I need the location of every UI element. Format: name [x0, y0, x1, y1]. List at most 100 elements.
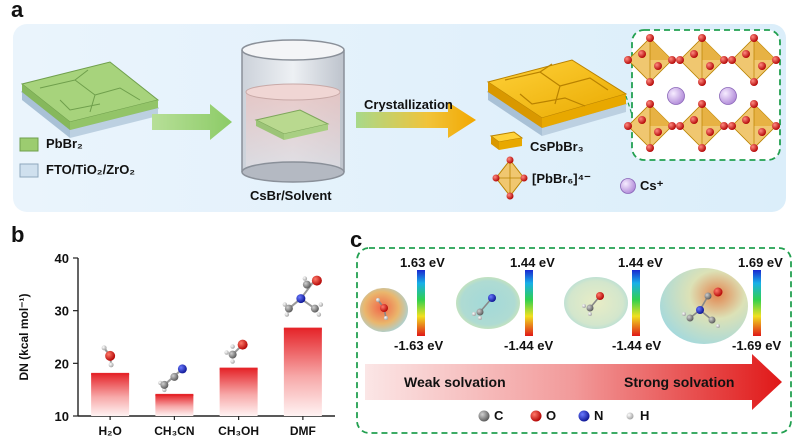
perovskite-lattice	[624, 34, 780, 152]
nitrogen-atom	[696, 306, 704, 314]
atom-legend-swatch	[478, 410, 490, 422]
scale-min-label: -1.63 eV	[394, 338, 444, 353]
y-tick-label: 20	[55, 356, 69, 371]
strong-solvation-label: Strong solvation	[624, 374, 735, 390]
carbon-atom	[310, 304, 319, 313]
color-scale-bar	[753, 270, 761, 336]
bromide-atom	[706, 128, 714, 136]
bar	[155, 394, 194, 416]
scale-max-label: 1.44 eV	[510, 255, 555, 270]
oxygen-atom	[237, 339, 248, 350]
x-tick-label: DMF	[290, 424, 316, 438]
carbon-atom	[708, 316, 716, 324]
electrostatic-potential-map	[564, 277, 628, 329]
cs-ion-legend-label: Cs⁺	[640, 178, 664, 193]
scale-min-label: -1.44 eV	[612, 338, 662, 353]
scale-min-label: -1.44 eV	[504, 338, 554, 353]
carbon-atom	[284, 304, 293, 313]
crystallization-arrow	[356, 102, 476, 138]
y-tick-label: 10	[55, 409, 69, 424]
bromide-atom	[750, 78, 758, 86]
bromide-atom	[698, 78, 706, 86]
bromide-atom	[646, 100, 654, 108]
x-tick-label: CH₃CN	[154, 424, 194, 438]
atom-legend-label: N	[594, 408, 604, 423]
oxygen-atom	[311, 275, 322, 286]
hydrogen-atom	[230, 359, 235, 364]
octahedron-legend-icon	[492, 156, 528, 200]
oxygen-atom	[380, 304, 388, 312]
electrostatic-potential-map	[660, 268, 748, 344]
hydrogen-atom	[716, 324, 720, 328]
carbon-atom	[686, 314, 694, 322]
beaker-label: CsBr/Solvent	[250, 188, 332, 203]
bromide-atom	[720, 56, 728, 64]
cspbbr3-legend-swatch	[489, 131, 524, 150]
carbon-atom	[228, 350, 237, 359]
color-scale-bar	[417, 270, 425, 336]
nitrogen-atom	[177, 364, 187, 374]
bromide-atom	[654, 62, 662, 70]
atom-legend-swatch	[578, 410, 590, 422]
bromide-atom	[676, 122, 684, 130]
y-tick-label: 30	[55, 304, 69, 319]
solvation-arrow	[365, 354, 782, 410]
nitrogen-atom	[296, 294, 306, 304]
bromide-atom	[720, 122, 728, 130]
atom-legend-swatch	[530, 410, 542, 422]
bar	[91, 373, 130, 416]
bromide-atom	[772, 122, 780, 130]
cspbbr3-legend-label: CsPbBr₃	[530, 139, 584, 154]
bromide-atom	[750, 144, 758, 152]
x-tick-label: H₂O	[98, 424, 121, 438]
bromide-atom	[624, 122, 632, 130]
cs-ion-legend-icon	[620, 178, 636, 194]
substrate-legend-label: FTO/TiO₂/ZrO₂	[46, 162, 136, 177]
bromide-atom	[654, 128, 662, 136]
color-scale-bar	[525, 270, 533, 336]
scale-max-label: 1.63 eV	[400, 255, 445, 270]
cspbbr3-film-illustration	[486, 59, 628, 136]
panel-b-letter: b	[11, 222, 25, 247]
hydrogen-atom	[302, 276, 308, 281]
hydrogen-atom	[282, 302, 288, 307]
panel-a-letter: a	[11, 0, 24, 22]
bromide-atom	[646, 78, 654, 86]
carbon-atom	[704, 292, 712, 300]
bromide-atom	[698, 144, 706, 152]
hydrogen-atom	[588, 312, 592, 316]
bromide-atom	[698, 34, 706, 42]
bromide-atom	[728, 122, 736, 130]
bar	[219, 368, 258, 416]
hydrogen-atom	[162, 387, 167, 393]
atom-legend-label: C	[494, 408, 504, 423]
hydrogen-atom	[472, 312, 476, 316]
oxygen-atom	[596, 292, 604, 300]
octahedron-legend-label: [PbBr₆]⁴⁻	[532, 171, 591, 186]
hydrogen-atom	[108, 362, 114, 368]
bar	[283, 328, 322, 416]
bromide-atom	[742, 50, 750, 58]
bromide-atom	[690, 50, 698, 58]
carbon-atom	[302, 280, 311, 289]
beaker-illustration	[241, 39, 345, 183]
atom-legend-label: O	[546, 408, 557, 423]
pbbr2-legend-swatch	[19, 137, 39, 152]
y-tick-label: 40	[55, 251, 69, 266]
hydrogen-atom	[376, 298, 380, 302]
crystallization-label: Crystallization	[364, 97, 453, 112]
panel-a-artwork	[19, 29, 781, 200]
bromide-atom	[750, 100, 758, 108]
panel-c-letter: c	[350, 227, 363, 252]
bromide-atom	[728, 56, 736, 64]
bromide-atom	[676, 56, 684, 64]
bromide-atom	[758, 128, 766, 136]
cs-ion	[667, 87, 685, 105]
scale-min-label: -1.69 eV	[732, 338, 782, 353]
bromide-atom	[668, 122, 676, 130]
donor-number-chart: 10 20 30 40 DN (kcal mol⁻¹) H₂O CH₃CN CH₃OH DMF	[17, 251, 335, 438]
bromide-atom	[646, 144, 654, 152]
bromide-atom	[690, 116, 698, 124]
green-arrow	[152, 104, 232, 140]
